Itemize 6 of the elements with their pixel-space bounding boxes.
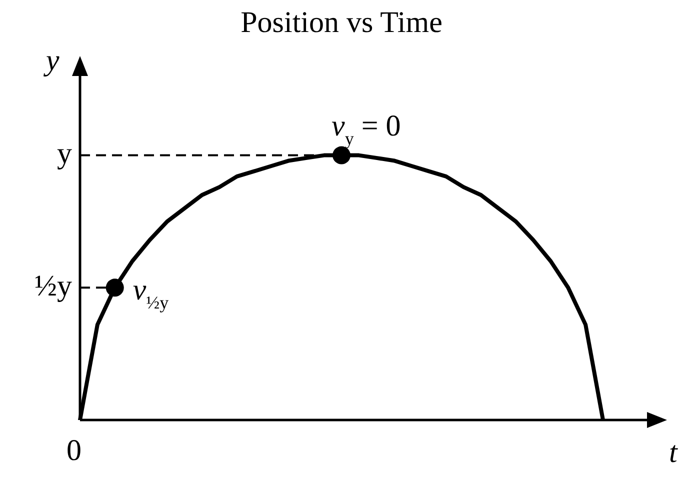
ref-line-label: y bbox=[57, 137, 72, 170]
text: 0 bbox=[66, 434, 82, 467]
y-axis-title: y bbox=[43, 44, 60, 77]
x-axis-title: t bbox=[669, 436, 678, 469]
chart-title: Position vs Time bbox=[240, 6, 442, 39]
ref-line-label: ½y bbox=[34, 270, 72, 303]
